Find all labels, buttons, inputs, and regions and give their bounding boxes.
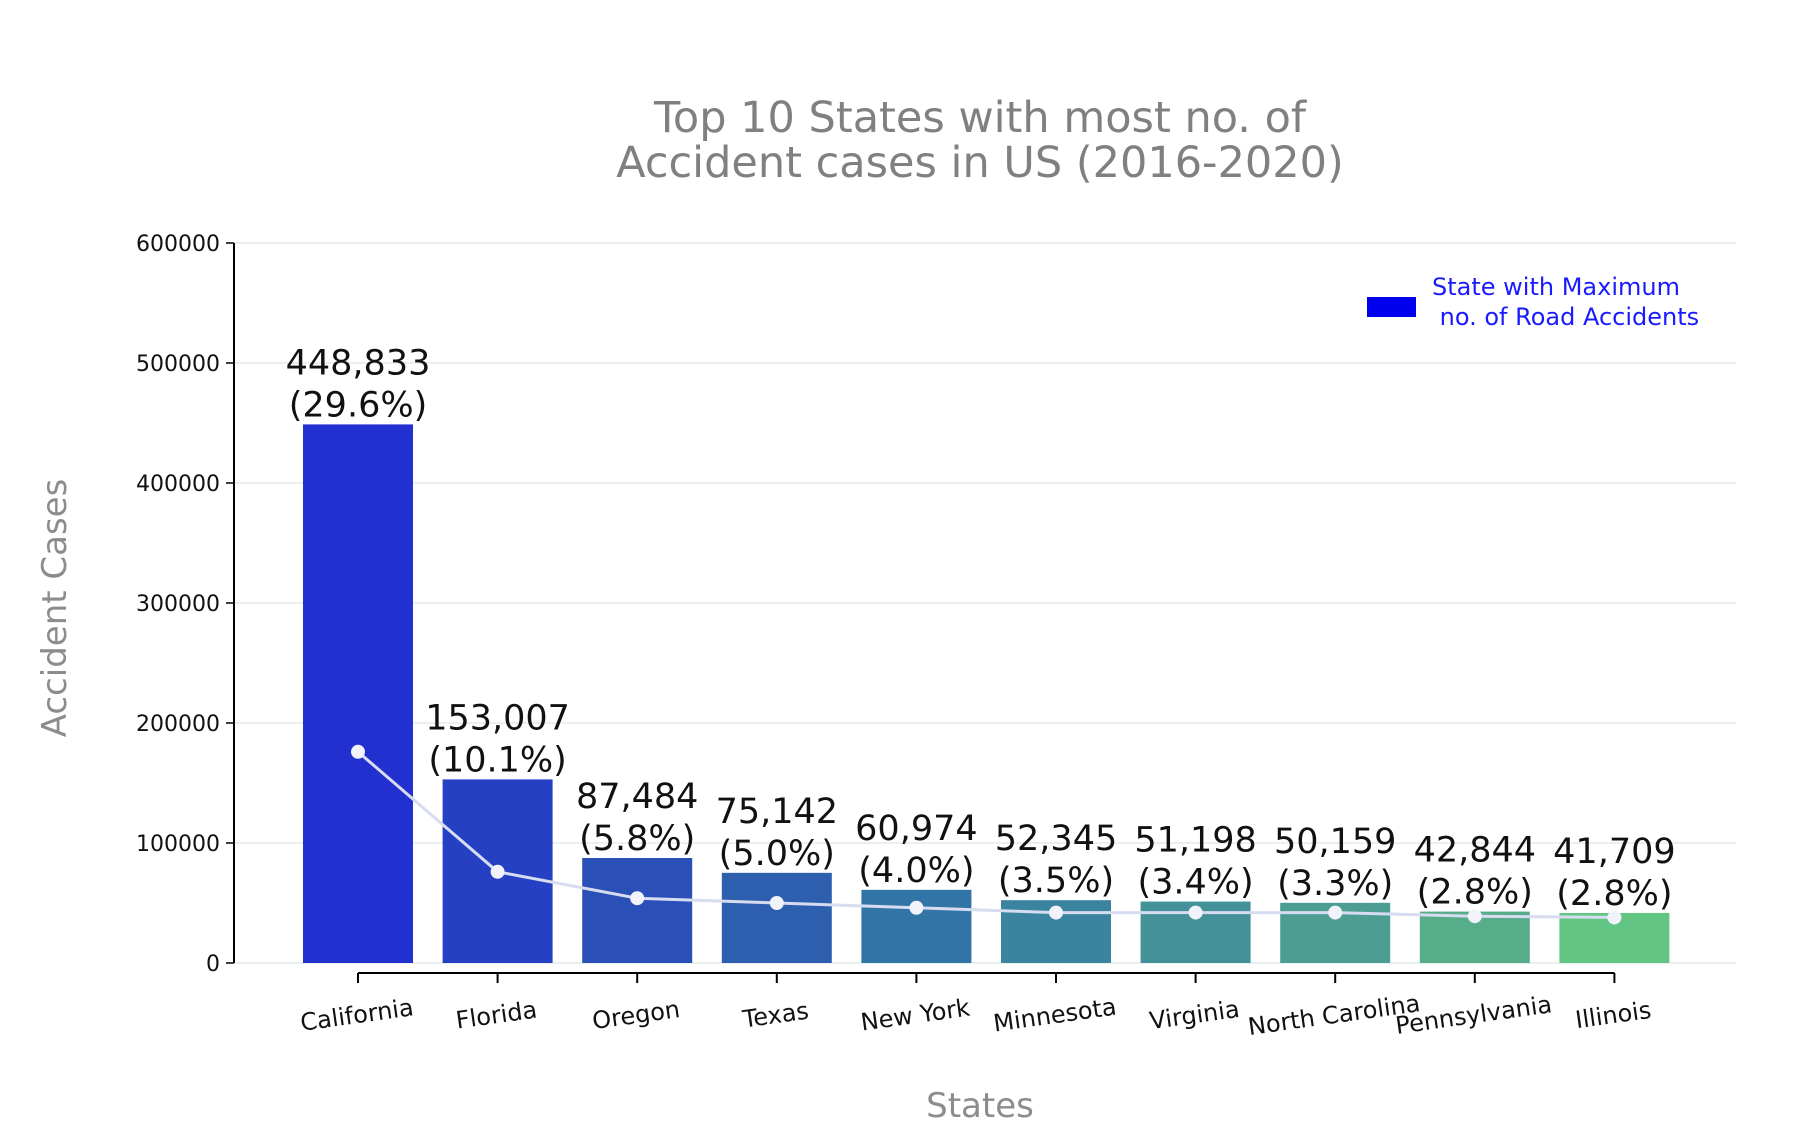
- x-tick-label: Illinois: [1574, 996, 1653, 1034]
- line-point: [769, 896, 784, 910]
- bar-percent-label: (2.8%): [1556, 874, 1672, 914]
- x-ticks: California Florida Oregon Texas New York Minn…: [299, 973, 1653, 1041]
- chart-title-line-2: Accident cases in US (2016-2020): [616, 138, 1344, 188]
- bar-percent-label: (10.1%): [428, 740, 567, 780]
- bar-value-label: 60,974: [855, 809, 977, 849]
- bar-value-label: 50,159: [1274, 822, 1396, 862]
- y-tick-label: 200000: [136, 712, 220, 737]
- bar-percent-label: (3.5%): [998, 861, 1114, 901]
- x-axis-label: States: [926, 1086, 1034, 1126]
- bars: [303, 424, 1670, 963]
- line-point: [1607, 910, 1622, 925]
- line-point: [630, 891, 645, 906]
- y-tick-label: 0: [206, 952, 220, 977]
- bar-value-label: 52,345: [995, 819, 1117, 859]
- x-tick-label: Florida: [454, 996, 539, 1035]
- bar-value-label: 51,198: [1134, 821, 1256, 861]
- line-series: [351, 744, 1622, 925]
- line-path: [357, 750, 1615, 919]
- line-point: [1328, 905, 1343, 920]
- y-tick-label: 100000: [136, 832, 220, 857]
- bar-percent-label: (4.0%): [858, 851, 974, 891]
- bar-percent-label: (3.3%): [1277, 864, 1393, 904]
- bar-texas: [721, 872, 832, 963]
- bar-value-label: 75,142: [716, 792, 838, 832]
- y-ticks: 0 100000 200000 300000 400000 500000 600000: [136, 232, 234, 977]
- bar-percent-label: (29.6%): [289, 385, 428, 425]
- x-tick-label: Texas: [740, 997, 811, 1034]
- bar-california: [303, 424, 413, 963]
- chart-title: Top 10 States with most no. of Accident …: [616, 93, 1344, 188]
- legend-swatch: [1367, 297, 1416, 317]
- x-tick-label: Minnesota: [992, 993, 1119, 1038]
- bar-oregon: [582, 858, 693, 963]
- bar-value-label: 41,709: [1553, 832, 1675, 872]
- bar-percent-label: (5.0%): [719, 834, 835, 874]
- line-point: [1049, 905, 1063, 920]
- x-tick-label: California: [299, 993, 416, 1037]
- bar-value-label: 153,007: [425, 698, 570, 738]
- line-point: [1188, 905, 1203, 920]
- y-tick-label: 300000: [136, 592, 220, 617]
- bar-value-label: 448,833: [286, 343, 431, 383]
- bar-percent-label: (2.8%): [1417, 873, 1533, 913]
- y-tick-label: 600000: [136, 232, 220, 257]
- line-point: [351, 744, 365, 759]
- bar-labels: 448,833(29.6%) 153,007(10.1%)87,484(5.8%)…: [286, 343, 1676, 914]
- line-point: [1467, 909, 1482, 924]
- legend: State with Maximum no. of Road Accidents: [1367, 273, 1699, 331]
- y-tick-label: 500000: [136, 352, 220, 377]
- x-tick-label: Oregon: [591, 995, 682, 1035]
- line-point: [490, 864, 505, 879]
- y-tick-label: 400000: [136, 472, 220, 497]
- bar-value-label: 42,844: [1414, 831, 1536, 871]
- x-tick-label: Virginia: [1148, 995, 1242, 1035]
- x-tick-label: New York: [859, 994, 972, 1037]
- legend-label-line-2: no. of Road Accidents: [1432, 303, 1699, 331]
- y-axis-label: Accident Cases: [35, 479, 75, 738]
- bar-percent-label: (5.8%): [579, 819, 695, 859]
- line-point: [909, 900, 924, 915]
- bar-percent-label: (3.4%): [1137, 863, 1253, 903]
- bar-value-label: 87,484: [576, 777, 698, 817]
- legend-label-line-1: State with Maximum: [1432, 273, 1680, 301]
- chart-title-line-1: Top 10 States with most no. of: [653, 93, 1307, 143]
